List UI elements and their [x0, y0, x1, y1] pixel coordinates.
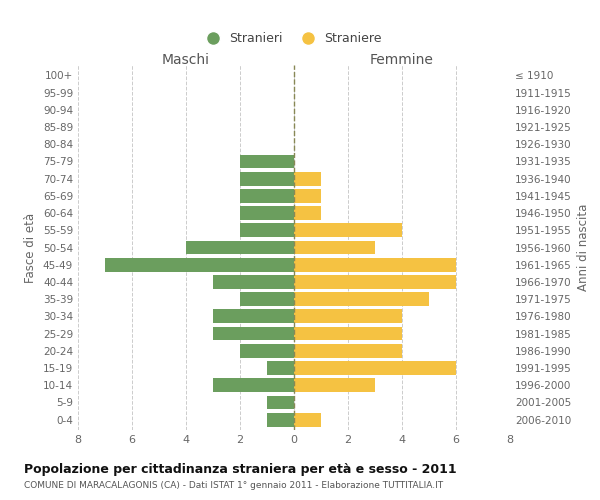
Bar [240, 292, 294, 306]
Bar [267, 413, 294, 426]
Bar [294, 292, 429, 306]
Bar [240, 344, 294, 358]
Bar [240, 224, 294, 237]
Bar [294, 240, 375, 254]
Bar [213, 310, 294, 324]
Text: Femmine: Femmine [370, 52, 434, 66]
Bar [213, 275, 294, 289]
Bar [294, 206, 321, 220]
Text: COMUNE DI MARACALAGONIS (CA) - Dati ISTAT 1° gennaio 2011 - Elaborazione TUTTITA: COMUNE DI MARACALAGONIS (CA) - Dati ISTA… [24, 481, 443, 490]
Bar [294, 326, 402, 340]
Legend: Stranieri, Straniere: Stranieri, Straniere [202, 28, 386, 50]
Bar [294, 310, 402, 324]
Bar [294, 275, 456, 289]
Bar [294, 172, 321, 185]
Bar [240, 154, 294, 168]
Bar [267, 361, 294, 375]
Y-axis label: Anni di nascita: Anni di nascita [577, 204, 590, 291]
Text: Popolazione per cittadinanza straniera per età e sesso - 2011: Popolazione per cittadinanza straniera p… [24, 462, 457, 475]
Bar [213, 378, 294, 392]
Bar [240, 172, 294, 185]
Bar [294, 224, 402, 237]
Text: Maschi: Maschi [162, 52, 210, 66]
Bar [240, 206, 294, 220]
Bar [105, 258, 294, 272]
Bar [294, 361, 456, 375]
Y-axis label: Fasce di età: Fasce di età [25, 212, 37, 282]
Bar [240, 189, 294, 202]
Bar [294, 258, 456, 272]
Bar [294, 378, 375, 392]
Bar [294, 189, 321, 202]
Bar [186, 240, 294, 254]
Bar [267, 396, 294, 409]
Bar [294, 344, 402, 358]
Bar [294, 413, 321, 426]
Bar [213, 326, 294, 340]
